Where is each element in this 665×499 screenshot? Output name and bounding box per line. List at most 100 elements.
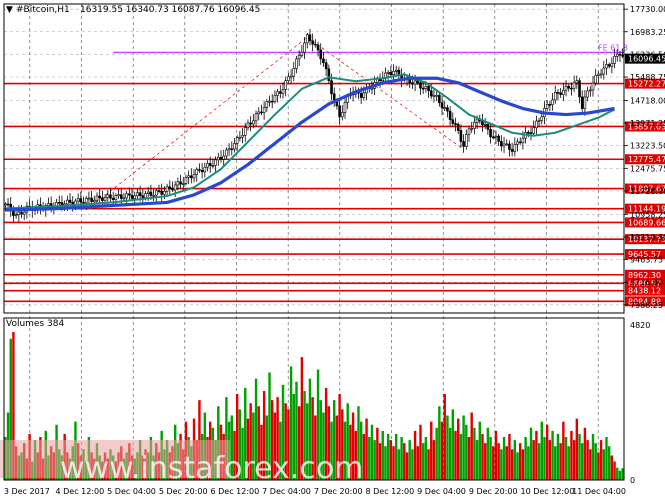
- candle-body: [392, 71, 395, 76]
- candle-body: [489, 129, 492, 138]
- candle-body: [149, 191, 153, 196]
- candle-body: [330, 80, 333, 95]
- candle-body: [206, 163, 209, 168]
- candle-body: [260, 111, 263, 114]
- candle-body: [411, 82, 414, 85]
- candle-body: [521, 137, 525, 144]
- current-price-tag: [625, 53, 665, 64]
- candle-body: [217, 157, 220, 161]
- candle-body: [262, 107, 266, 113]
- chart-symbol: #Bitcoin,H1: [16, 5, 70, 15]
- level-price-tag: [625, 121, 665, 132]
- candle-body: [605, 64, 608, 69]
- price-tick-label: 7968.25: [630, 301, 663, 310]
- candle-body: [502, 143, 506, 147]
- candle-body: [303, 42, 306, 53]
- candle-body: [117, 194, 120, 196]
- level-price-tag: [625, 296, 665, 307]
- candle-body: [443, 107, 447, 109]
- candle-body: [109, 194, 112, 199]
- candle-body: [160, 190, 163, 195]
- candle-body: [462, 141, 465, 147]
- candle-body: [241, 134, 244, 138]
- candle-body: [173, 184, 177, 191]
- candle-body: [497, 135, 500, 142]
- level-price-tag: [625, 234, 665, 245]
- level-price-label: 12775.47: [628, 155, 665, 164]
- time-tick-label: 7 Dec 20:00: [314, 487, 363, 496]
- candle-body: [87, 197, 91, 200]
- moving-averages: [5, 73, 616, 212]
- candle-body: [198, 169, 201, 171]
- candle-body: [591, 82, 595, 91]
- candle-body: [203, 166, 207, 173]
- fibonacci-level: FE 61.8: [86, 37, 628, 211]
- candle-body: [79, 198, 83, 203]
- price-tick-label: 13223.50: [630, 142, 665, 151]
- candle-body: [176, 181, 180, 186]
- candle-body: [122, 197, 126, 200]
- fib-level-label: FE 61.8: [598, 43, 628, 52]
- time-tick-label: 8 Dec 12:00: [366, 487, 415, 496]
- candle-body: [308, 34, 312, 42]
- candle-body: [289, 75, 293, 78]
- candle-body: [532, 127, 535, 134]
- candle-body: [181, 183, 185, 185]
- candle-body: [435, 94, 438, 97]
- candle-body: [448, 110, 452, 121]
- candle-body: [192, 174, 196, 179]
- time-tick-label: 3 Dec 2017: [4, 487, 50, 496]
- ma-slow-line: [5, 76, 615, 212]
- candle-body: [341, 112, 344, 118]
- candle-body: [93, 199, 96, 202]
- candle-body: [572, 82, 576, 89]
- candle-body: [297, 55, 301, 60]
- volume-tick-label: 4820: [630, 321, 650, 330]
- chart-axes: [3, 3, 628, 481]
- candle-body: [57, 202, 61, 204]
- candle-body: [618, 53, 622, 56]
- candle-body: [214, 159, 217, 166]
- level-price-label: 9645.57: [628, 250, 661, 259]
- time-tick-label: 5 Dec 04:00: [107, 487, 156, 496]
- candle-body: [144, 193, 147, 198]
- chart-menu-icon[interactable]: ▼: [6, 5, 13, 15]
- time-tick-label: 5 Dec 20:00: [159, 487, 208, 496]
- candle-body: [610, 63, 614, 67]
- level-price-label: 8680.57: [628, 279, 661, 288]
- candle-body: [386, 72, 390, 74]
- price-tick-label: 10958.25: [630, 210, 665, 219]
- candle-body: [567, 85, 571, 89]
- candle-body: [615, 53, 619, 57]
- price-tick-label: 8716.00: [630, 278, 663, 287]
- level-price-label: 10137.73: [628, 235, 665, 244]
- candle-body: [22, 211, 26, 215]
- candle-body: [359, 92, 363, 98]
- candle-body: [486, 124, 490, 130]
- candle-body: [545, 104, 549, 109]
- candle-body: [249, 122, 252, 125]
- candle-body: [292, 68, 296, 77]
- candle-body: [362, 92, 366, 98]
- level-price-tag: [625, 154, 665, 165]
- candle-body: [12, 210, 15, 216]
- candle-body: [257, 111, 261, 115]
- candle-body: [475, 118, 479, 123]
- candle-body: [580, 96, 584, 109]
- candle-body: [187, 175, 190, 178]
- candle-body: [155, 190, 158, 196]
- candle-body: [575, 80, 579, 84]
- candle-body: [513, 144, 517, 152]
- candle-body: [47, 203, 50, 206]
- candle-body: [518, 141, 522, 144]
- candle-body: [138, 192, 142, 197]
- candle-body: [389, 72, 393, 76]
- level-price-label: 15272.27: [628, 80, 665, 89]
- level-price-tag: [625, 285, 665, 296]
- level-price-tag: [625, 183, 665, 194]
- candle-body: [270, 100, 274, 103]
- level-price-label: 10689.66: [628, 218, 665, 227]
- candle-body: [500, 141, 503, 147]
- candle-body: [454, 123, 457, 125]
